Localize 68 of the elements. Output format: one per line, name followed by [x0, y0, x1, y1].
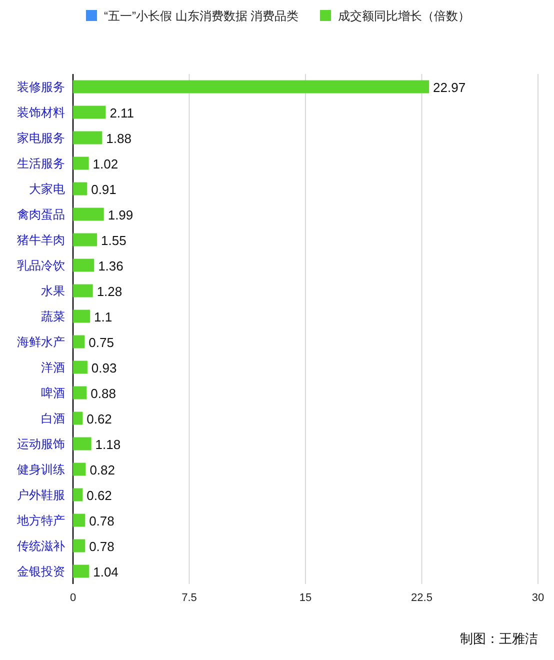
bar [73, 131, 102, 144]
legend-label: 成交额同比增长（倍数） [338, 9, 470, 23]
data-label: 0.78 [89, 513, 114, 528]
data-label: 0.82 [90, 462, 116, 478]
y-tick-label: 洋酒 [41, 360, 65, 374]
x-tick-label: 7.5 [182, 592, 197, 604]
y-tick-label: 海鲜水产 [17, 334, 65, 349]
data-label: 1.88 [106, 130, 132, 146]
data-label: 0.78 [89, 538, 114, 554]
bar [73, 80, 430, 94]
bar [73, 437, 92, 450]
data-label: 1.1 [94, 309, 112, 324]
y-tick-label: 健身训练 [17, 462, 65, 476]
legend-label: “五一”小长假 山东消费数据 消费品类 [104, 9, 299, 23]
data-label: 1.02 [92, 156, 118, 172]
y-tick-label: 户外鞋服 [17, 488, 65, 502]
data-label: 1.28 [96, 284, 122, 299]
bar [73, 310, 90, 323]
data-label: 0.75 [88, 334, 114, 350]
y-tick-label: 装饰材料 [17, 105, 65, 120]
bar [73, 258, 94, 272]
bar [73, 106, 106, 119]
y-tick-label: 地方特产 [16, 513, 65, 528]
data-label: 0.91 [91, 182, 116, 197]
bar [73, 233, 98, 246]
y-tick-label: 家电服务 [17, 130, 65, 145]
bar [73, 412, 83, 425]
y-tick-label: 白酒 [41, 411, 65, 426]
y-tick-label: 猪牛羊肉 [17, 232, 65, 247]
data-label: 1.18 [95, 436, 121, 452]
x-tick-label: 22.5 [411, 592, 432, 604]
y-tick-label: 啤酒 [41, 386, 65, 400]
x-tick-label: 0 [70, 592, 76, 604]
x-tick-label: 30 [532, 592, 544, 604]
y-tick-label: 金银投资 [17, 564, 65, 578]
x-tick-label: 15 [299, 592, 312, 604]
data-label: 1.04 [93, 564, 118, 580]
bar [73, 208, 104, 221]
bar [73, 284, 93, 298]
bar [73, 564, 90, 578]
data-label: 0.88 [90, 386, 116, 401]
bar [73, 386, 87, 400]
bar [73, 156, 89, 170]
y-tick-label: 蔬菜 [41, 309, 65, 324]
y-tick-label: 乳品冷饮 [17, 258, 65, 272]
bar [73, 488, 83, 502]
data-label: 2.11 [110, 105, 134, 120]
text: 制图：王雅洁 [460, 631, 538, 646]
bar [73, 360, 88, 374]
data-label: 0.93 [91, 360, 117, 376]
y-tick-label: 运动服饰 [17, 436, 65, 451]
bar [73, 182, 88, 196]
y-tick-label: 装修服务 [17, 80, 65, 94]
data-label: 22.97 [433, 80, 466, 95]
data-label: 1.55 [101, 232, 126, 248]
bar [73, 462, 86, 476]
bar [73, 335, 85, 348]
y-tick-label: 禽肉蛋品 [17, 207, 65, 222]
data-label: 1.36 [98, 258, 124, 274]
bar [73, 539, 86, 552]
y-tick-label: 水果 [41, 284, 65, 298]
bar [73, 514, 86, 527]
data-label: 0.62 [86, 411, 112, 426]
data-label: 1.99 [108, 207, 134, 222]
y-tick-label: 传统滋补 [17, 538, 65, 553]
y-tick-label: 大家电 [29, 182, 65, 196]
data-label: 0.62 [86, 488, 112, 503]
y-tick-label: 生活服务 [17, 156, 65, 170]
